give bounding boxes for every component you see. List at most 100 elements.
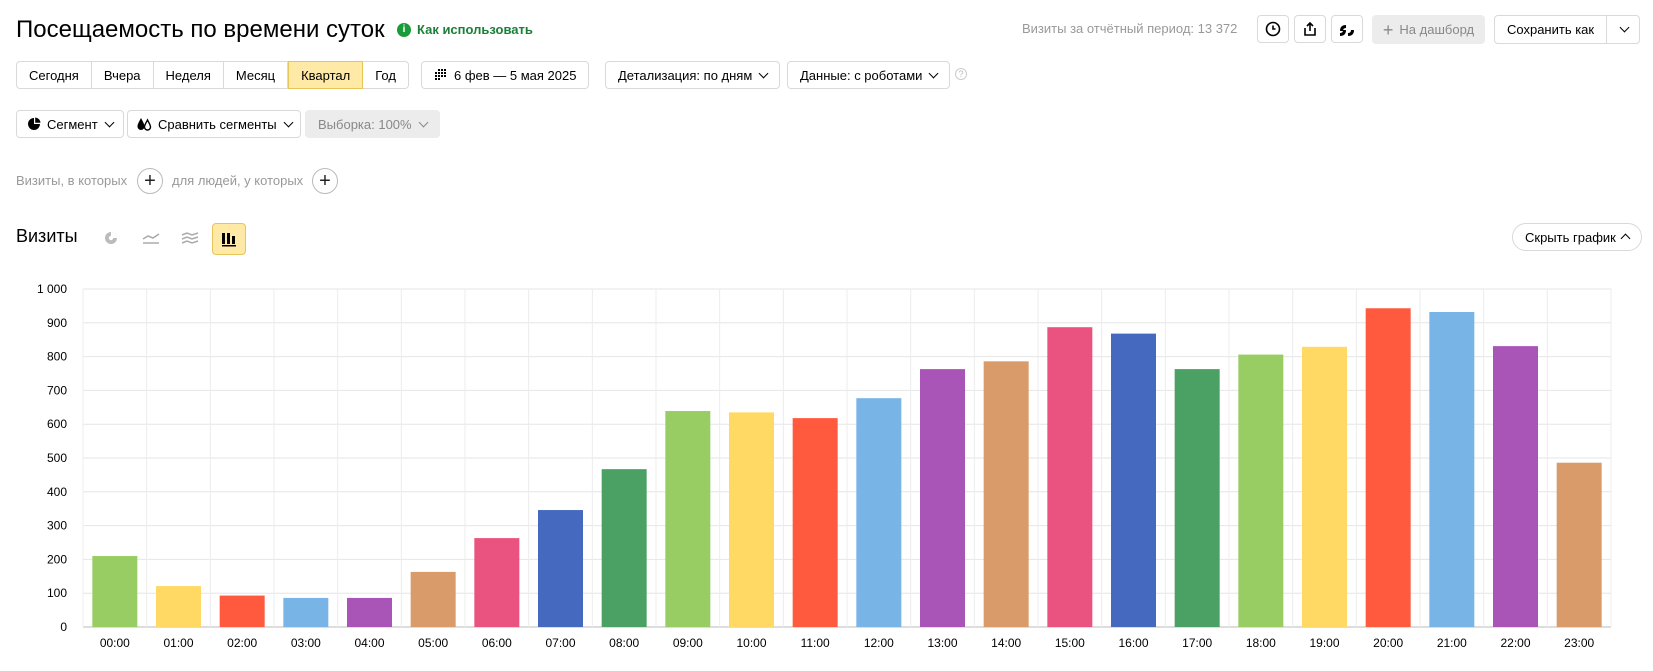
add-to-dashboard-label: На дашборд: [1399, 22, 1475, 37]
bar-2100[interactable]: [1429, 311, 1475, 627]
sample-label: Выборка: 100%: [318, 116, 412, 132]
date-range-button[interactable]: 6 фев — 5 мая 2025: [421, 61, 590, 89]
chevron-down-icon: [758, 68, 769, 78]
visits-total: Визиты за отчётный период: 13 372: [1022, 21, 1238, 36]
chevron-up-icon: [1620, 233, 1631, 244]
visits-filter-label: Визиты, в которых: [16, 173, 128, 188]
bar-1900[interactable]: [1302, 346, 1347, 627]
x-tick-label: 01:00: [163, 636, 193, 650]
area-chart-icon: [181, 232, 199, 244]
bar-0000[interactable]: [92, 556, 138, 627]
bar-0900[interactable]: [665, 411, 711, 627]
x-tick-label: 14:00: [991, 636, 1021, 650]
hide-chart-label: Скрыть график: [1525, 229, 1616, 245]
y-tick-label: 200: [47, 552, 67, 566]
segment-dropdown[interactable]: Сегмент: [16, 110, 124, 138]
bar-2300[interactable]: [1556, 462, 1602, 627]
add-people-condition-button[interactable]: +: [312, 168, 338, 194]
share-icon: [1304, 21, 1316, 36]
pie-chart-icon: [105, 232, 117, 244]
line-chart-icon: [142, 233, 160, 244]
period-week[interactable]: Неделя: [154, 62, 224, 88]
bar-0100[interactable]: [156, 586, 201, 627]
x-tick-label: 05:00: [418, 636, 448, 650]
y-tick-label: 800: [47, 350, 67, 364]
chevron-down-icon: [1619, 22, 1630, 33]
help-icon[interactable]: ?: [955, 68, 967, 80]
bar-1200[interactable]: [856, 398, 902, 627]
bar-1100[interactable]: [792, 418, 838, 627]
x-tick-label: 15:00: [1055, 636, 1085, 650]
bar-1600[interactable]: [1111, 333, 1156, 627]
bar-1800[interactable]: [1238, 354, 1284, 627]
bar-0600[interactable]: [474, 538, 520, 627]
x-tick-label: 23:00: [1564, 636, 1594, 650]
y-tick-label: 400: [47, 485, 67, 499]
save-as-group: Сохранить как: [1494, 15, 1641, 44]
how-to-use-link[interactable]: i Как использовать: [397, 22, 533, 37]
compare-segments-dropdown[interactable]: Сравнить сегменты: [127, 110, 301, 138]
bar-2200[interactable]: [1493, 346, 1538, 627]
bar-2000[interactable]: [1365, 308, 1411, 627]
sample-dropdown[interactable]: Выборка: 100%: [305, 110, 440, 138]
add-to-dashboard-button[interactable]: + На дашборд: [1372, 15, 1485, 44]
data-dropdown[interactable]: Данные: с роботами: [787, 61, 951, 89]
bar-0400[interactable]: [347, 597, 392, 627]
x-tick-label: 02:00: [227, 636, 257, 650]
period-today[interactable]: Сегодня: [17, 62, 92, 88]
bar-1000[interactable]: [729, 412, 774, 627]
info-icon: i: [397, 22, 411, 37]
bar-1700[interactable]: [1174, 369, 1220, 627]
x-tick-label: 18:00: [1246, 636, 1276, 650]
bar-0800[interactable]: [601, 469, 647, 627]
hide-chart-button[interactable]: Скрыть график: [1512, 223, 1642, 251]
bar-0500[interactable]: [410, 571, 456, 627]
period-quarter[interactable]: Квартал: [288, 61, 364, 89]
history-button[interactable]: [1257, 15, 1289, 43]
how-to-use-label: Как использовать: [417, 22, 533, 37]
bar-1400[interactable]: [983, 361, 1029, 627]
chevron-down-icon: [418, 117, 429, 127]
chart-type-bar[interactable]: [212, 223, 246, 255]
y-tick-label: 500: [47, 451, 67, 465]
chevron-down-icon: [928, 68, 939, 78]
x-tick-label: 00:00: [100, 636, 130, 650]
bar-1500[interactable]: [1047, 327, 1093, 627]
y-tick-label: 600: [47, 417, 67, 431]
compare-segments-label: Сравнить сегменты: [158, 116, 277, 132]
period-yesterday[interactable]: Вчера: [92, 62, 154, 88]
bar-1300[interactable]: [920, 369, 965, 627]
bar-0200[interactable]: [219, 595, 265, 627]
chart-title: Визиты: [16, 226, 78, 246]
x-tick-label: 04:00: [354, 636, 384, 650]
x-tick-label: 21:00: [1437, 636, 1467, 650]
people-filter-label: для людей, у которых: [172, 173, 304, 188]
add-visit-condition-button[interactable]: +: [137, 168, 163, 194]
period-year[interactable]: Год: [375, 67, 396, 83]
y-tick-label: 900: [47, 316, 67, 330]
api-button[interactable]: [1331, 15, 1363, 43]
x-tick-label: 19:00: [1309, 636, 1339, 650]
x-tick-label: 06:00: [482, 636, 512, 650]
bar-0300[interactable]: [283, 597, 329, 627]
period-month[interactable]: Месяц: [224, 62, 289, 88]
x-tick-label: 16:00: [1118, 636, 1148, 650]
bar-0700[interactable]: [538, 510, 583, 627]
chevron-down-icon: [283, 117, 294, 127]
y-tick-label: 700: [47, 383, 67, 397]
chart-type-area[interactable]: [175, 223, 205, 253]
x-tick-label: 22:00: [1500, 636, 1530, 650]
y-tick-label: 0: [60, 620, 67, 634]
save-as-dropdown[interactable]: [1607, 16, 1639, 43]
x-tick-label: 11:00: [801, 636, 830, 650]
date-range-label: 6 фев — 5 мая 2025: [454, 67, 577, 83]
calendar-icon: [435, 69, 446, 80]
save-as-button[interactable]: Сохранить как: [1495, 16, 1608, 43]
export-button[interactable]: [1294, 15, 1326, 43]
detail-dropdown[interactable]: Детализация: по дням: [605, 61, 781, 89]
chart-type-line[interactable]: [136, 223, 166, 253]
chart-type-pie[interactable]: [96, 223, 126, 253]
y-tick-label: 300: [47, 519, 67, 533]
bar-chart-icon: [222, 233, 236, 247]
data-label: Данные: с роботами: [800, 67, 923, 83]
